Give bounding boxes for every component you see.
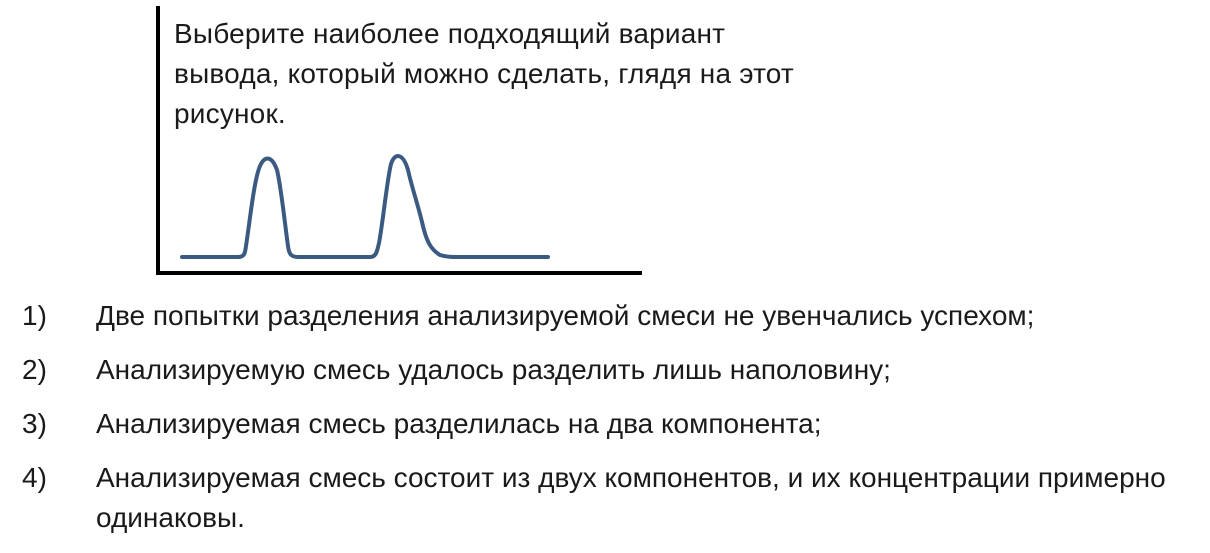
chromatogram-figure [156,6,642,275]
answer-options: 1) Две попытки разделения анализируемой … [0,296,1210,538]
option-text: Анализируемая смесь состоит из двух комп… [96,462,1166,533]
chromatogram-svg [156,6,642,275]
option-text: Анализируемая смесь разделилась на два к… [96,408,822,439]
option-number: 2) [22,354,47,385]
option-text: Анализируемую смесь удалось разделить ли… [96,354,891,385]
option-item: 1) Две попытки разделения анализируемой … [0,296,1210,350]
option-item: 2) Анализируемую смесь удалось разделить… [0,350,1210,404]
option-number: 3) [22,408,47,439]
option-number: 4) [22,462,47,493]
option-text: Две попытки разделения анализируемой сме… [96,300,1035,331]
chromatogram-curve [180,154,550,259]
option-item: 3) Анализируемая смесь разделилась на дв… [0,404,1210,458]
option-number: 1) [22,300,47,331]
question-text: Выберите наиболее подходящий вариант выв… [174,18,794,129]
option-item: 4) Анализируемая смесь состоит из двух к… [0,458,1210,538]
